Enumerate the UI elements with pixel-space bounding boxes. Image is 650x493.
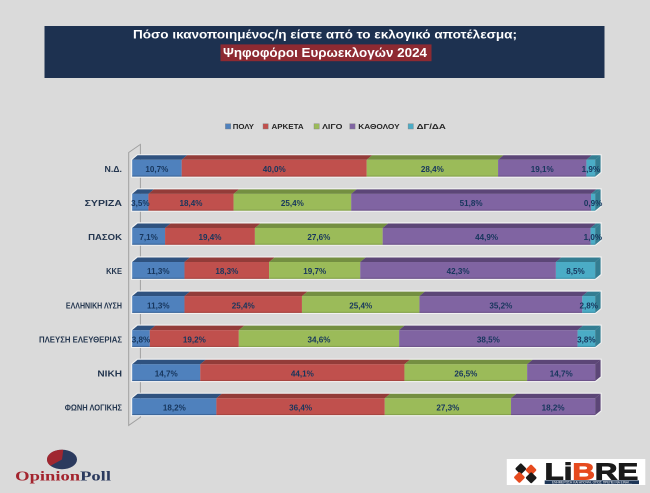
svg-text:27,6%: 27,6% [307, 233, 330, 242]
svg-text:19,4%: 19,4% [199, 233, 222, 242]
svg-text:2,8%: 2,8% [579, 301, 597, 310]
svg-text:3,8%: 3,8% [577, 335, 595, 344]
svg-text:ΝΙΚΗ: ΝΙΚΗ [97, 369, 122, 378]
svg-text:10,7%: 10,7% [145, 165, 168, 174]
svg-text:8,5%: 8,5% [566, 267, 584, 276]
svg-text:18,2%: 18,2% [542, 404, 565, 413]
svg-text:42,3%: 42,3% [447, 267, 470, 276]
svg-text:11,3%: 11,3% [147, 267, 170, 276]
svg-text:Πόσο ικανοποιημένος/η είστε απ: Πόσο ικανοποιημένος/η είστε από το εκλογ… [133, 29, 517, 42]
svg-text:28,4%: 28,4% [421, 165, 444, 174]
svg-text:38,5%: 38,5% [477, 335, 500, 344]
svg-text:44,1%: 44,1% [291, 369, 314, 378]
svg-text:7,1%: 7,1% [139, 233, 157, 242]
svg-text:ΚΑΘΟΛΟΥ: ΚΑΘΟΛΟΥ [358, 122, 399, 131]
svg-text:ΑΡΚΕΤΑ: ΑΡΚΕΤΑ [272, 122, 305, 131]
svg-text:18,3%: 18,3% [215, 267, 238, 276]
svg-text:25,4%: 25,4% [232, 301, 255, 310]
svg-text:26,5%: 26,5% [454, 369, 477, 378]
svg-text:Ν.Δ.: Ν.Δ. [105, 165, 123, 174]
svg-text:40,0%: 40,0% [263, 165, 286, 174]
svg-text:19,7%: 19,7% [303, 267, 326, 276]
svg-text:ΠΛΕΥΣΗ ΕΛΕΥΘΕΡΙΑΣ: ΠΛΕΥΣΗ ΕΛΕΥΘΕΡΙΑΣ [39, 335, 122, 344]
svg-text:ΠΟΛΥ: ΠΟΛΥ [233, 122, 254, 131]
svg-text:ΚΚΕ: ΚΚΕ [106, 267, 123, 276]
svg-text:27,3%: 27,3% [436, 404, 459, 413]
svg-text:ΕΝΗΜΕΡΩΣΗ ΚΑΙ ΑΠΟΨΗ, ΟΠΩΣ ΠΡΕΠ: ΕΝΗΜΕΡΩΣΗ ΚΑΙ ΑΠΟΨΗ, ΟΠΩΣ ΠΡΕΠΕΙ ΝΑ ΕΙΝΑ… [552, 480, 632, 484]
svg-text:14,7%: 14,7% [550, 369, 573, 378]
svg-text:18,4%: 18,4% [180, 199, 203, 208]
svg-text:34,6%: 34,6% [308, 335, 331, 344]
svg-text:25,4%: 25,4% [281, 199, 304, 208]
svg-text:3,8%: 3,8% [132, 335, 150, 344]
svg-text:ΦΩΝΗ ΛΟΓΙΚΗΣ: ΦΩΝΗ ΛΟΓΙΚΗΣ [65, 404, 122, 413]
svg-text:0,9%: 0,9% [584, 199, 602, 208]
svg-text:19,2%: 19,2% [183, 335, 206, 344]
svg-text:ΔΓ/ΔΑ: ΔΓ/ΔΑ [417, 122, 447, 131]
svg-text:11,3%: 11,3% [147, 301, 170, 310]
svg-text:19,1%: 19,1% [531, 165, 554, 174]
svg-text:3,5%: 3,5% [131, 199, 149, 208]
svg-text:36,4%: 36,4% [289, 404, 312, 413]
svg-text:44,9%: 44,9% [475, 233, 498, 242]
svg-text:1,9%: 1,9% [582, 165, 600, 174]
svg-text:ΠΑΣΟΚ: ΠΑΣΟΚ [88, 233, 122, 242]
svg-text:1,0%: 1,0% [584, 233, 602, 242]
svg-text:ΛΙΓΟ: ΛΙΓΟ [322, 122, 343, 131]
svg-text:35,2%: 35,2% [489, 301, 512, 310]
svg-text:ΕΛΛΗΝΙΚΗ ΛΥΣΗ: ΕΛΛΗΝΙΚΗ ΛΥΣΗ [66, 301, 122, 310]
svg-text:ΣΥΡΙΖΑ: ΣΥΡΙΖΑ [85, 199, 123, 208]
svg-text:51,8%: 51,8% [460, 199, 483, 208]
svg-text:Ψηφοφόροι Ευρωεκλογών 2024: Ψηφοφόροι Ευρωεκλογών 2024 [223, 46, 427, 60]
svg-text:18,2%: 18,2% [163, 404, 186, 413]
svg-text:14,7%: 14,7% [155, 369, 178, 378]
svg-text:25,4%: 25,4% [349, 301, 372, 310]
